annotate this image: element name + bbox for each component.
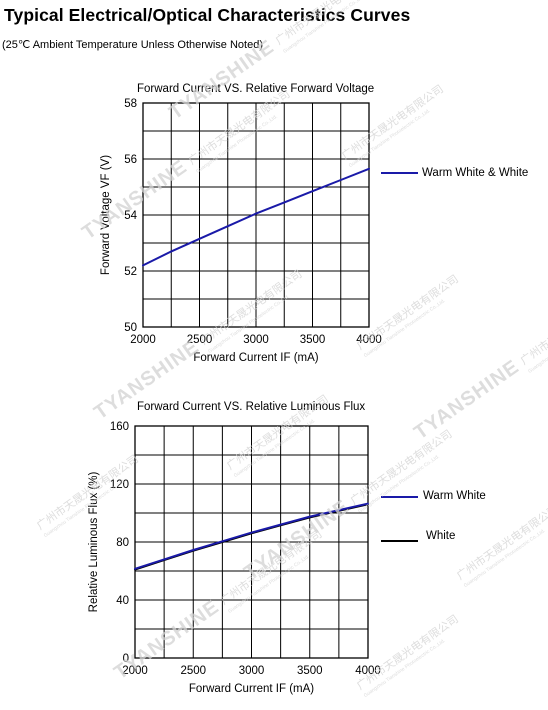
chart-1-title: Forward Current VS. Relative Forward Vol…	[137, 83, 375, 95]
y-tick-label: 54	[124, 210, 137, 222]
x-tick-label: 2500	[187, 334, 213, 346]
x-tick-label: 3500	[300, 334, 326, 346]
x-axis-label: Forward Current IF (mA)	[189, 683, 314, 695]
x-tick-label: 2000	[122, 665, 148, 677]
y-tick-label: 40	[116, 595, 129, 607]
x-tick-label: 2500	[180, 665, 206, 677]
legend-label-white: White	[426, 530, 456, 542]
y-tick-label: 160	[110, 421, 129, 433]
y-axis-label: Relative Luminous Flux (%)	[88, 472, 100, 613]
plot-frame	[142, 102, 370, 328]
legend-label-warm-white: Warm White	[423, 490, 486, 502]
x-tick-label: 3500	[297, 665, 323, 677]
x-tick-label: 3000	[243, 334, 269, 346]
x-tick-label: 2000	[130, 334, 156, 346]
plot-frame	[134, 425, 369, 659]
page-subtitle: (25℃ Ambient Temperature Unless Otherwis…	[2, 39, 263, 51]
page-title: Typical Electrical/Optical Characteristi…	[4, 5, 411, 25]
x-tick-label: 4000	[356, 334, 382, 346]
y-tick-label: 58	[124, 98, 137, 110]
x-axis-label: Forward Current IF (mA)	[193, 352, 318, 364]
series-line-warm-white-white	[142, 167, 370, 267]
y-tick-label: 0	[123, 653, 129, 665]
series-line-warm-white	[134, 502, 369, 570]
x-tick-label: 3000	[239, 665, 265, 677]
x-tick-label: 4000	[355, 665, 381, 677]
y-tick-label: 56	[124, 154, 137, 166]
y-axis-label: Forward Voltage VF (V)	[100, 155, 112, 275]
y-tick-label: 52	[124, 266, 137, 278]
chart-2-title: Forward Current VS. Relative Luminous Fl…	[137, 401, 366, 413]
y-tick-label: 80	[116, 537, 129, 549]
legend-label-warm-white-and-white: Warm White & White	[422, 167, 529, 179]
y-tick-label: 120	[110, 479, 129, 491]
y-tick-label: 50	[124, 322, 137, 334]
